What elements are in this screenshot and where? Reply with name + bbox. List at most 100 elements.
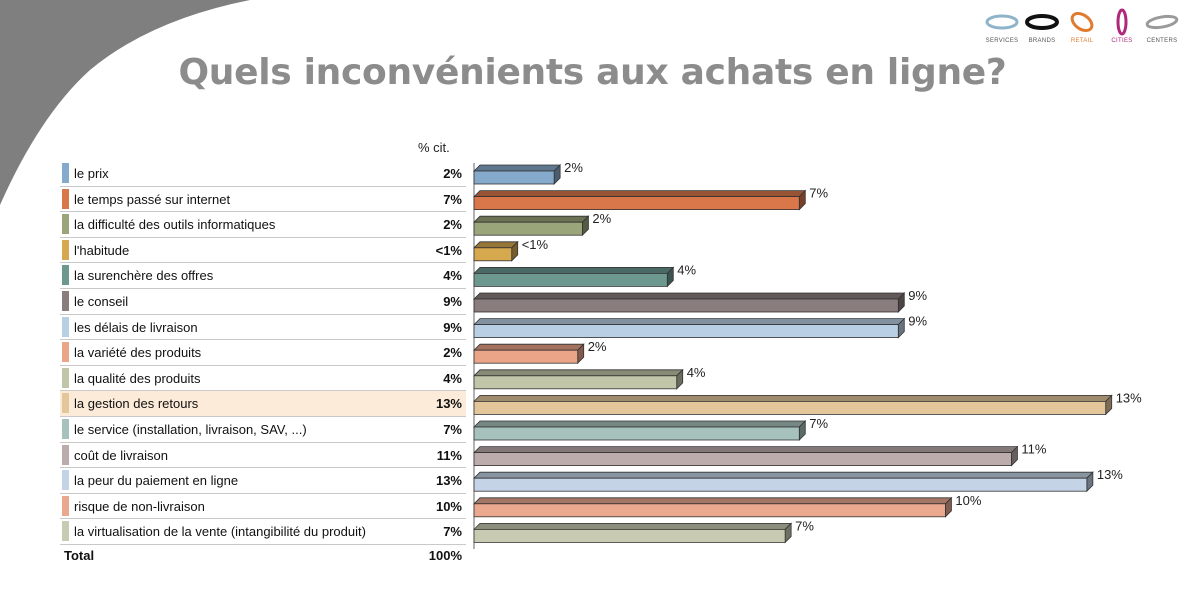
total-value: 100% <box>428 548 462 563</box>
data-label: 9% <box>908 314 927 329</box>
logo-cities: CITIES <box>1102 6 1142 50</box>
table-row: le service (installation, livraison, SAV… <box>60 417 466 443</box>
row-value: 2% <box>443 217 462 233</box>
color-swatch <box>62 265 69 286</box>
table-row: la virtualisation de la vente (intangibi… <box>60 519 466 545</box>
row-label: le service (installation, livraison, SAV… <box>74 421 307 437</box>
table-row: l'habitude <1% <box>60 238 466 264</box>
row-value: 9% <box>443 319 462 335</box>
data-label: 10% <box>955 493 981 508</box>
row-value: 7% <box>443 524 462 540</box>
data-label: 9% <box>908 288 927 303</box>
row-value: 11% <box>436 447 462 463</box>
data-label: <1% <box>522 237 549 252</box>
ellipse-icon <box>1025 14 1059 30</box>
logo-label: BRANDS <box>1028 38 1056 44</box>
logo-centers: CENTERS <box>1142 6 1182 50</box>
table-row: la gestion des retours 13% <box>60 391 466 417</box>
table-row: la qualité des produits 4% <box>60 366 466 392</box>
color-swatch <box>62 521 69 542</box>
row-label: la difficulté des outils informatiques <box>74 217 276 233</box>
row-value: 4% <box>443 268 462 284</box>
bar <box>473 368 684 390</box>
row-label: la surenchère des offres <box>74 268 214 284</box>
row-value: <1% <box>435 242 462 258</box>
logo-brands: BRANDS <box>1022 6 1062 50</box>
row-value: 7% <box>443 191 462 207</box>
table-row: la difficulté des outils informatiques 2% <box>60 212 466 238</box>
data-label: 2% <box>592 211 611 226</box>
row-value: 13% <box>435 396 462 412</box>
row-value: 10% <box>435 498 462 514</box>
color-swatch <box>62 214 69 235</box>
color-swatch <box>62 418 69 439</box>
row-value: 7% <box>443 421 462 437</box>
bar <box>473 522 793 544</box>
color-swatch <box>62 470 69 491</box>
brand-logos: SERVICES BRANDS RETAIL CITIES CENTERS <box>982 6 1182 50</box>
bar <box>473 343 585 365</box>
page-title: Quels inconvénients aux achats en ligne? <box>178 52 1007 93</box>
data-label: 7% <box>809 416 828 431</box>
table-row: le temps passé sur internet 7% <box>60 187 466 213</box>
table-row: le prix 2% <box>60 161 466 187</box>
logo-retail: RETAIL <box>1062 6 1102 50</box>
row-label: la peur du paiement en ligne <box>74 473 239 489</box>
row-label: la virtualisation de la vente (intangibi… <box>74 524 366 540</box>
color-swatch <box>62 188 69 209</box>
row-label: le prix <box>74 166 109 181</box>
color-swatch <box>62 239 69 260</box>
color-swatch <box>62 444 69 465</box>
bar <box>473 164 562 185</box>
bar <box>473 317 906 339</box>
data-label: 13% <box>1097 467 1123 482</box>
bar <box>473 240 519 262</box>
ellipse-icon <box>1145 14 1179 30</box>
row-value: 9% <box>443 293 462 309</box>
row-label: la gestion des retours <box>74 396 199 412</box>
color-swatch <box>62 367 69 388</box>
row-value: 2% <box>443 345 462 361</box>
decorative-corner-swoosh <box>0 0 250 205</box>
row-label: coût de livraison <box>74 447 168 463</box>
row-label: l'habitude <box>74 242 130 258</box>
ellipse-icon <box>1116 8 1128 36</box>
table-row: le conseil 9% <box>60 289 466 315</box>
table-row: risque de non-livraison 10% <box>60 494 466 520</box>
bar-chart: 2% 7% 2% <1% 4% 9% 9% 2% 4% 13% 7% 11% 13% 10% 7% <box>473 160 1142 549</box>
table-row: la surenchère des offres 4% <box>60 263 466 289</box>
data-label: 4% <box>677 262 696 277</box>
color-swatch <box>62 163 69 183</box>
logo-label: SERVICES <box>985 38 1019 44</box>
table-row: la peur du paiement en ligne 13% <box>60 468 466 494</box>
data-label: 2% <box>588 339 607 354</box>
data-label: 11% <box>1021 442 1046 457</box>
ellipse-icon <box>1070 11 1094 33</box>
color-swatch <box>62 342 69 363</box>
data-label: 7% <box>795 518 814 533</box>
row-label: risque de non-livraison <box>74 498 205 514</box>
bar <box>473 420 807 441</box>
color-swatch <box>62 393 69 414</box>
row-value: 13% <box>435 473 462 489</box>
data-label: 4% <box>687 365 706 380</box>
bar <box>473 266 675 288</box>
total-label: Total <box>64 548 95 563</box>
bar <box>473 189 807 211</box>
row-label: la variété des produits <box>74 345 202 361</box>
row-label: le conseil <box>74 293 129 309</box>
column-header-percent: % cit. <box>418 140 450 155</box>
row-label: les délais de livraison <box>74 319 198 335</box>
logo-label: RETAIL <box>1070 38 1094 44</box>
color-swatch <box>62 495 69 516</box>
bar <box>473 471 1094 493</box>
row-value: 4% <box>443 370 462 386</box>
bar <box>473 292 906 313</box>
legend-table: le prix 2% le temps passé sur internet 7% la… <box>60 161 466 545</box>
table-row: coût de livraison 11% <box>60 443 466 469</box>
data-label: 13% <box>1116 390 1142 405</box>
table-row: les délais de livraison 9% <box>60 315 466 341</box>
ellipse-icon <box>985 14 1019 30</box>
logo-services: SERVICES <box>982 6 1022 50</box>
data-label: 7% <box>809 186 828 201</box>
